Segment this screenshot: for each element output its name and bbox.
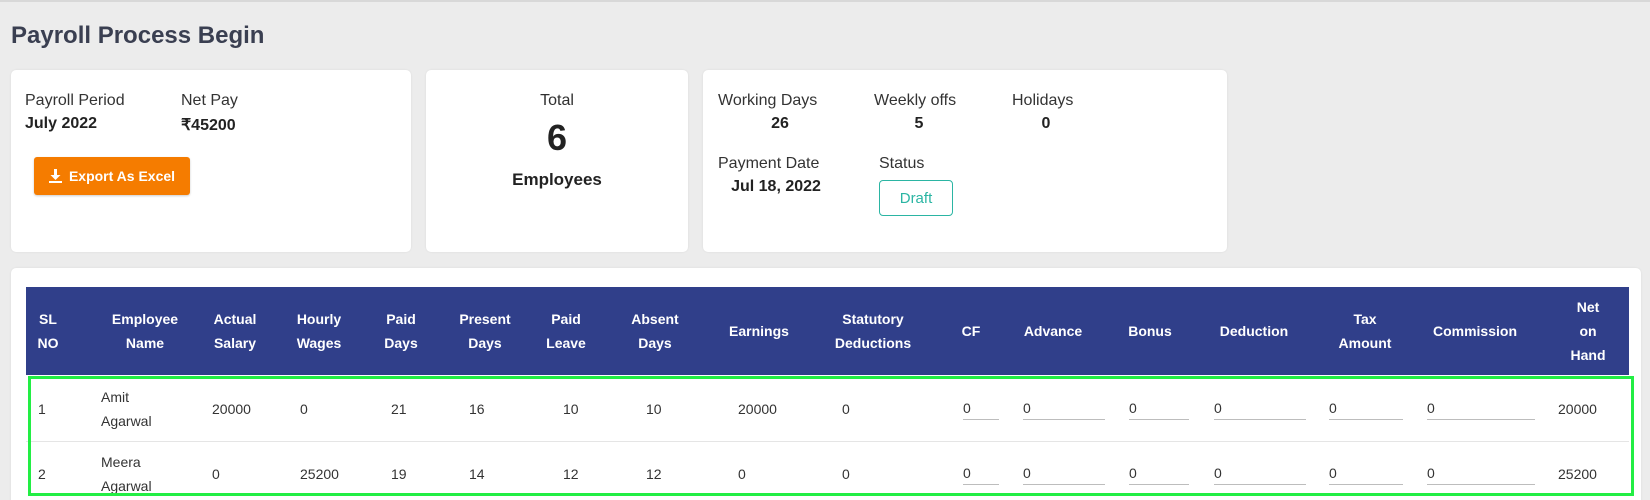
total-unit: Employees <box>512 170 602 189</box>
header-advance: Advance <box>1023 323 1083 339</box>
cell-paid-leave: 12 <box>563 466 579 482</box>
total-employees-card: Total 6 Employees <box>426 70 688 252</box>
cell-net-on-hand: 20000 <box>1558 401 1597 417</box>
status-badge: Draft <box>879 180 953 216</box>
cell-actual-salary: 20000 <box>212 401 251 417</box>
holidays-label: Holidays <box>1012 92 1074 109</box>
status-label: Status <box>879 155 925 172</box>
cell-employee-name: Amit Agarwal <box>101 389 152 429</box>
payment-date-value: Jul 18, 2022 <box>731 178 821 195</box>
header-earnings: Earnings <box>729 323 789 339</box>
cf-input[interactable] <box>963 396 999 420</box>
page-title: Payroll Process Begin <box>11 22 265 49</box>
cell-absent-days: 12 <box>646 466 662 482</box>
cell-paid-leave: 10 <box>563 401 579 417</box>
advance-input[interactable] <box>1023 396 1105 420</box>
cell-hourly-wages: 0 <box>300 401 308 417</box>
header-employee-name: Employee Name <box>111 311 179 351</box>
header-paid-leave: Paid Leave <box>546 311 586 351</box>
cell-employee-name: Meera Agarwal <box>101 454 152 494</box>
download-icon <box>48 169 62 183</box>
bonus-input[interactable] <box>1129 461 1189 485</box>
header-absent-days: Absent Days <box>631 311 679 351</box>
cell-earnings: 20000 <box>738 401 777 417</box>
commission-input[interactable] <box>1427 396 1535 420</box>
tax-amount-input[interactable] <box>1329 396 1403 420</box>
export-button-label: Export As Excel <box>68 168 176 184</box>
cell-present-days: 14 <box>469 466 485 482</box>
cell-absent-days: 10 <box>646 401 662 417</box>
cell-sl-no: 2 <box>38 466 46 482</box>
header-sl-no: SL NO <box>37 311 59 351</box>
header-statutory-deductions: Statutory Deductions <box>834 311 912 351</box>
export-excel-button[interactable]: Export As Excel <box>34 157 190 195</box>
commission-input[interactable] <box>1427 461 1535 485</box>
cell-present-days: 16 <box>469 401 485 417</box>
table-header: SL NO Employee Name Actual Salary Hourly… <box>26 287 1629 375</box>
weekly-offs-value: 5 <box>914 115 924 132</box>
tax-amount-input[interactable] <box>1329 461 1403 485</box>
holidays-value: 0 <box>1041 115 1051 132</box>
header-bonus: Bonus <box>1128 323 1172 339</box>
total-count: 6 <box>546 117 568 158</box>
cell-sl-no: 1 <box>38 401 46 417</box>
header-net-on-hand: Net on Hand <box>1570 299 1606 363</box>
header-actual-salary: Actual Salary <box>213 311 257 351</box>
advance-input[interactable] <box>1023 461 1105 485</box>
cell-statutory-deductions: 0 <box>842 401 850 417</box>
cell-net-on-hand: 25200 <box>1558 466 1597 482</box>
cell-earnings: 0 <box>738 466 746 482</box>
cell-statutory-deductions: 0 <box>842 466 850 482</box>
header-cf: CF <box>961 323 981 339</box>
header-deduction: Deduction <box>1219 323 1289 339</box>
working-days-value: 26 <box>771 115 789 132</box>
deduction-input[interactable] <box>1214 396 1306 420</box>
total-label: Total <box>540 92 574 109</box>
header-tax-amount: Tax Amount <box>1338 311 1392 351</box>
header-commission: Commission <box>1432 323 1517 339</box>
header-hourly-wages: Hourly Wages <box>296 311 342 351</box>
payroll-period-value: July 2022 <box>25 115 98 132</box>
working-days-label: Working Days <box>718 92 818 109</box>
net-pay-label: Net Pay <box>181 92 238 109</box>
payroll-period-card: Payroll Period July 2022 Net Pay ₹45200 … <box>11 70 411 252</box>
cell-actual-salary: 0 <box>212 466 220 482</box>
weekly-offs-label: Weekly offs <box>874 92 957 109</box>
bonus-input[interactable] <box>1129 396 1189 420</box>
payment-date-label: Payment Date <box>718 155 820 172</box>
deduction-input[interactable] <box>1214 461 1306 485</box>
cell-paid-days: 19 <box>391 466 407 482</box>
header-paid-days: Paid Days <box>384 311 418 351</box>
table-row: 2 Meera Agarwal 0 25200 19 14 12 12 0 0 … <box>26 442 1629 500</box>
header-present-days: Present Days <box>459 311 511 351</box>
cell-paid-days: 21 <box>391 401 407 417</box>
cell-hourly-wages: 25200 <box>300 466 339 482</box>
payroll-details-card: Working Days 26 Weekly offs 5 Holidays 0… <box>703 70 1227 252</box>
cf-input[interactable] <box>963 461 999 485</box>
net-pay-value: ₹45200 <box>181 117 236 134</box>
table-row: 1 Amit Agarwal 20000 0 21 16 10 10 20000… <box>26 377 1629 442</box>
payroll-period-label: Payroll Period <box>25 92 125 109</box>
